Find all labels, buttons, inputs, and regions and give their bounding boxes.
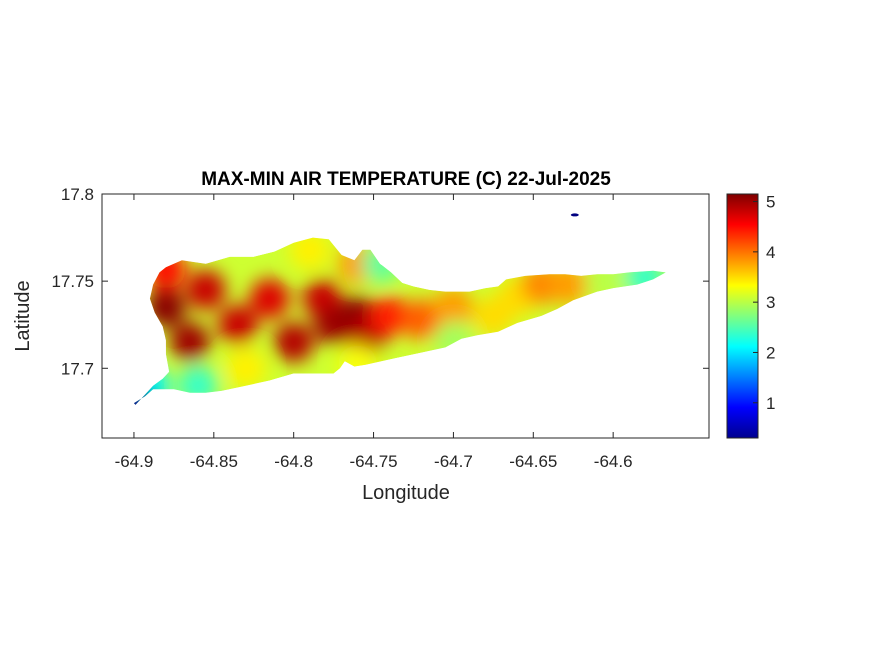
- x-tick-label: -64.65: [509, 452, 557, 471]
- x-axis: -64.9 -64.85 -64.8 -64.75 -64.7 -64.65 -64.6: [115, 194, 633, 471]
- map-axes: -64.9 -64.85 -64.8 -64.75 -64.7 -64.65 -64.6 1…: [51, 185, 710, 471]
- x-tick-label: -64.8: [274, 452, 313, 471]
- temperature-point: [185, 269, 226, 310]
- x-tick-label: -64.7: [434, 452, 473, 471]
- x-tick-label: -64.9: [115, 452, 154, 471]
- temperature-point: [225, 348, 266, 389]
- colorbar: 1 2 3 4 5: [726, 193, 775, 439]
- x-tick-label: -64.85: [190, 452, 238, 471]
- temperature-point: [169, 322, 210, 363]
- temperature-point: [369, 296, 410, 336]
- chart-title: MAX-MIN AIR TEMPERATURE (C) 22-Jul-2025: [201, 169, 611, 190]
- x-axis-label: Longitude: [362, 482, 450, 504]
- y-tick-label: 17.75: [51, 272, 94, 291]
- colorbar-tick-label: 2: [766, 343, 775, 362]
- islet: [570, 213, 579, 217]
- temperature-point: [433, 287, 474, 328]
- colorbar-gradient: [726, 193, 759, 439]
- y-tick-label: 17.7: [61, 359, 94, 378]
- colorbar-tick-label: 4: [766, 243, 775, 262]
- y-axis-label: Latitude: [12, 280, 34, 351]
- y-axis: 17.7 17.75 17.8: [51, 185, 709, 378]
- temperature-point: [273, 322, 314, 363]
- x-tick-label: -64.6: [594, 452, 633, 471]
- temperature-point: [249, 278, 290, 319]
- colorbar-tick-label: 1: [766, 394, 775, 413]
- y-tick-label: 17.8: [61, 185, 94, 204]
- colorbar-ticks: 1 2 3 4 5: [753, 193, 775, 413]
- x-tick-label: -64.75: [349, 452, 397, 471]
- temperature-point: [401, 299, 442, 340]
- temperature-point: [217, 304, 258, 345]
- colorbar-tick-label: 3: [766, 293, 775, 312]
- colorbar-tick-label: 5: [766, 193, 775, 212]
